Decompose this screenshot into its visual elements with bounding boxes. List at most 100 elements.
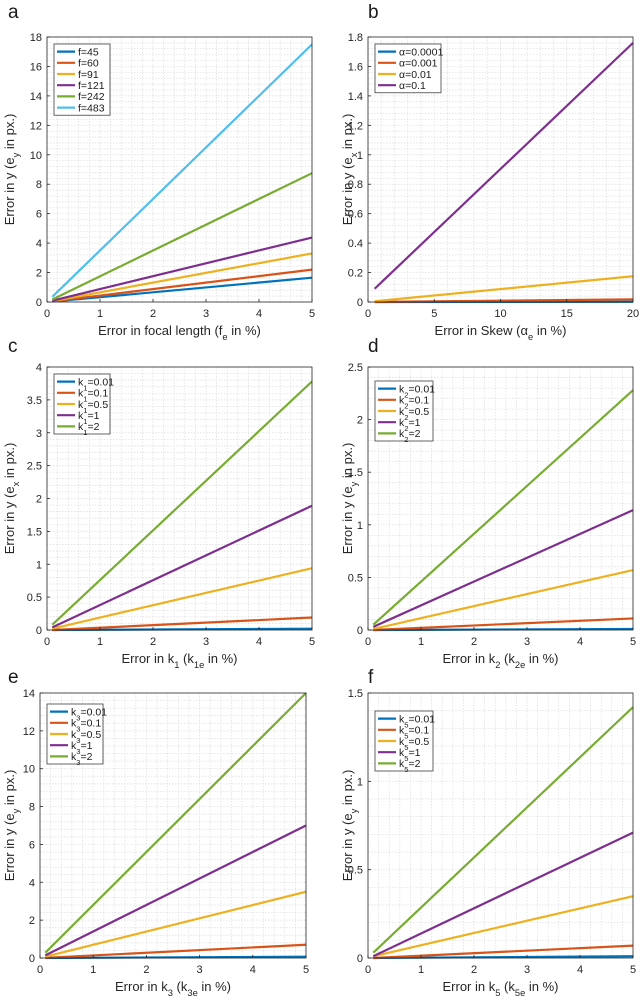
panel-letter: a (8, 2, 19, 23)
series-line-f=60 (52, 268, 313, 303)
y-tick-label: 12 (23, 726, 35, 738)
x-tick-label: 3 (197, 964, 203, 976)
y-tick-label: 4 (36, 238, 42, 250)
y-tick-label: 1 (357, 520, 363, 532)
series-line-k3=1 (44, 824, 307, 957)
x-axis-label: Error in k1 (k1e in %) (121, 651, 237, 670)
y-tick-label: 14 (30, 91, 42, 103)
y-tick-label: 0.5 (348, 572, 363, 584)
x-tick-label: 15 (561, 308, 573, 320)
y-tick-label: 1.2 (348, 120, 363, 132)
legend-entry: f=91 (78, 69, 99, 81)
x-tick-label: 5 (431, 308, 437, 320)
y-tick-label: 10 (23, 764, 35, 776)
series-line-k1=1 (51, 504, 313, 629)
y-tick-label: 12 (30, 120, 42, 132)
y-tick-label: 1 (357, 776, 363, 788)
panel-letter: f (368, 667, 374, 688)
series-line-k3=2 (44, 692, 307, 954)
y-tick-label: 1.8 (348, 32, 363, 44)
series-line-f=483 (51, 43, 313, 298)
legend-entry: f=45 (78, 46, 99, 58)
legend-entry: k2=1 (399, 417, 421, 433)
x-tick-label: 1 (97, 636, 103, 648)
y-axis-label: Error in y (ey in px.) (340, 443, 359, 555)
y-tick-label: 1.6 (348, 61, 363, 73)
series-line-k2=0.5 (373, 568, 634, 631)
y-tick-label: 2 (357, 415, 363, 427)
y-tick-label: 0 (29, 953, 35, 965)
x-tick-label: 1 (418, 636, 424, 648)
x-axis-label: Error in k3 (k3e in %) (115, 979, 231, 998)
legend-entry: k2=0.01 (399, 383, 435, 399)
panel-letter: d (368, 336, 379, 357)
y-tick-label: 14 (23, 688, 35, 700)
legend-entry: α=0.0001 (399, 46, 443, 58)
y-tick-label: 4 (29, 877, 35, 889)
y-tick-label: 0.2 (348, 268, 363, 280)
y-tick-label: 18 (30, 32, 42, 44)
legend-entry: k2=2 (399, 428, 421, 444)
x-tick-label: 5 (309, 308, 315, 320)
x-tick-label: 2 (471, 636, 477, 648)
x-axis-label: Error in k2 (k2e in %) (442, 651, 558, 670)
series-line-k5=0.5 (373, 895, 634, 958)
y-tick-label: 0.4 (348, 238, 363, 250)
series-line-f=121 (52, 236, 313, 302)
series-group (51, 380, 313, 632)
legend-entry: k1=0.1 (78, 388, 108, 404)
y-tick-label: 1 (357, 150, 363, 162)
x-tick-label: 2 (471, 964, 477, 976)
x-tick-label: 3 (203, 308, 209, 320)
legend-entry: k5=0.1 (399, 725, 429, 741)
y-tick-label: 0 (357, 625, 363, 637)
legend-entry: k3=1 (71, 740, 93, 756)
series-line-k3=0.5 (45, 890, 307, 958)
legend-entry: k1=0.5 (78, 399, 108, 415)
legend-box (53, 43, 111, 116)
chart-panel-f: f 0 1 2 3 4 5 0 0.5 1 1.5 Error in k5 (k5e in %) Err… (340, 667, 636, 998)
y-tick-label: 0 (36, 625, 42, 637)
x-tick-label: 0 (365, 964, 371, 976)
x-tick-label: 5 (630, 964, 636, 976)
y-tick-label: 0.6 (348, 209, 363, 221)
x-tick-label: 1 (90, 964, 96, 976)
grid (39, 692, 307, 959)
y-tick-label: 6 (36, 209, 42, 221)
legend-entry: k3=0.01 (71, 706, 107, 722)
y-tick-label: 1.5 (348, 467, 363, 479)
axes-frame (367, 366, 634, 631)
y-tick-label: 0 (357, 297, 363, 309)
series-line-k2=0.1 (373, 617, 634, 632)
series-line-k5=0.1 (373, 944, 634, 960)
y-tick-label: 3 (36, 428, 42, 440)
x-tick-label: 2 (143, 964, 149, 976)
x-tick-label: 3 (524, 636, 530, 648)
y-tick-label: 8 (36, 179, 42, 191)
x-tick-label: 5 (309, 636, 315, 648)
y-tick-label: 2.5 (348, 362, 363, 374)
x-tick-label: 0 (365, 308, 371, 320)
legend-entry: f=483 (78, 102, 105, 114)
x-axis-label: Error in Skew (αe in %) (435, 323, 567, 342)
series-line-k2=2 (372, 389, 634, 626)
x-tick-label: 0 (44, 636, 50, 648)
series-line-α=0.01 (374, 275, 634, 303)
x-tick-label: 4 (577, 636, 583, 648)
legend-entry: f=60 (78, 58, 99, 70)
y-tick-label: 0 (36, 297, 42, 309)
legend-entry: k5=0.01 (399, 713, 435, 729)
x-tick-label: 10 (494, 308, 506, 320)
legend-entry: k2=0.5 (399, 406, 429, 422)
legend-entry: k2=0.1 (399, 395, 429, 411)
series-group (51, 43, 313, 303)
series-line-α=0.001 (374, 298, 634, 304)
legend-entry: k5=2 (399, 758, 421, 774)
series-line-k5=1 (372, 831, 634, 958)
chart-panel-d: d 0 1 2 3 4 5 0 0.5 1 1.5 2 2.5 Error in k2 (k2e in %… (340, 336, 636, 670)
